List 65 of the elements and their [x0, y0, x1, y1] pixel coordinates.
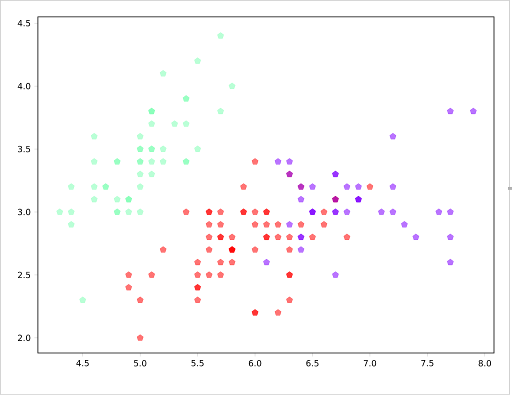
point	[390, 133, 396, 140]
x-tick-label: 5.5	[192, 360, 204, 366]
point	[136, 170, 144, 178]
point	[309, 183, 316, 190]
x-tick-label: 6.0	[248, 360, 262, 366]
point	[68, 221, 75, 228]
point	[344, 208, 350, 215]
point	[136, 133, 144, 140]
point	[160, 146, 166, 152]
point	[148, 120, 155, 127]
point	[401, 221, 408, 228]
point	[298, 246, 304, 253]
point	[68, 208, 75, 215]
point	[274, 158, 282, 165]
point	[390, 183, 396, 190]
y-tick-label: 3.5	[18, 146, 30, 152]
point	[217, 108, 224, 114]
point	[412, 234, 420, 240]
point	[148, 158, 155, 165]
point	[68, 183, 75, 190]
y-tick-label: 3.0	[18, 208, 30, 216]
x-tick-label: 4.5	[76, 360, 89, 366]
point	[447, 108, 454, 114]
x-tick-label: 8.0	[478, 360, 492, 366]
point	[194, 146, 201, 152]
point	[355, 183, 362, 190]
point	[90, 183, 98, 190]
point	[436, 208, 442, 215]
point	[470, 108, 477, 114]
point	[136, 208, 144, 215]
y-tick-label: 2.5	[18, 272, 30, 278]
point	[114, 196, 121, 202]
point	[447, 258, 454, 266]
point	[378, 208, 385, 215]
point	[298, 196, 304, 202]
point	[447, 208, 454, 215]
point	[286, 158, 293, 165]
point	[160, 70, 166, 76]
point	[90, 196, 98, 202]
x-tick-label: 5.0	[134, 360, 146, 366]
point	[194, 58, 201, 64]
point	[160, 158, 166, 165]
point	[332, 271, 339, 278]
point	[390, 208, 396, 215]
point	[228, 82, 236, 90]
point	[217, 32, 224, 39]
point	[90, 158, 98, 165]
point	[263, 258, 270, 266]
x-tick-label: 6.5	[306, 360, 318, 366]
point	[125, 208, 132, 215]
point	[286, 221, 293, 228]
point	[79, 296, 86, 304]
y-tick-label: 4.0	[18, 82, 30, 90]
y-tick-label: 2.0	[18, 334, 30, 342]
x-tick-label: 7.5	[421, 360, 434, 366]
point	[148, 170, 155, 178]
x-tick-label: 7.0	[364, 360, 376, 366]
point	[56, 208, 64, 215]
point	[136, 183, 144, 190]
point	[90, 133, 98, 140]
point	[344, 183, 350, 190]
point	[447, 234, 454, 240]
point	[171, 120, 178, 127]
y-tick-label: 4.5	[18, 20, 30, 26]
point	[182, 120, 190, 127]
